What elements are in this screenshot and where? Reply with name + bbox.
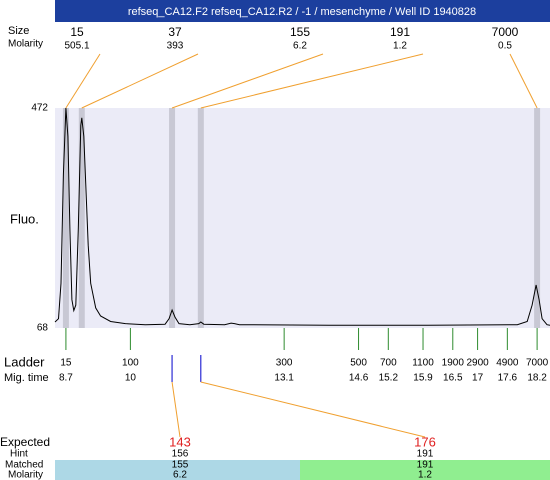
ladder-time: 17.6 xyxy=(498,373,518,384)
peak-connector xyxy=(65,53,101,109)
peak-molarity: 1.2 xyxy=(393,41,407,52)
matched-label: Matched xyxy=(5,460,43,471)
molarity-value: 6.2 xyxy=(173,470,187,480)
ladder-time: 17 xyxy=(472,373,484,384)
expected-label: Expected xyxy=(0,435,50,449)
ladder-label: Ladder xyxy=(4,354,45,369)
ladder-size: 500 xyxy=(350,358,367,369)
peak-molarity: 0.5 xyxy=(498,41,512,52)
expected-value: 143 xyxy=(169,434,191,449)
matched-value: 155 xyxy=(172,460,189,471)
ladder-size: 2900 xyxy=(466,358,489,369)
ladder-size: 15 xyxy=(60,358,72,369)
peak-molarity: 505.1 xyxy=(64,41,89,52)
ladder-size: 4900 xyxy=(496,358,519,369)
y-axis-label: Fluo. xyxy=(10,211,39,226)
peak-band xyxy=(78,108,85,328)
peak-connector xyxy=(200,53,424,109)
y-tick-label: 472 xyxy=(31,103,48,114)
time-label: Mig. time xyxy=(4,372,49,384)
match-band xyxy=(55,460,300,480)
peak-molarity: 393 xyxy=(167,41,184,52)
ladder-time: 15.2 xyxy=(379,373,399,384)
chart-title: refseq_CA12.F2 refseq_CA12.R2 / -1 / mes… xyxy=(128,6,476,18)
ladder-time: 15.9 xyxy=(413,373,433,384)
ladder-size: 700 xyxy=(380,358,397,369)
ladder-time: 8.7 xyxy=(59,373,73,384)
peak-connector xyxy=(171,53,324,109)
peak-connector xyxy=(509,53,538,109)
trace xyxy=(54,107,550,326)
ladder-size: 7000 xyxy=(526,358,549,369)
peak-size: 15 xyxy=(70,25,84,39)
plot-area xyxy=(55,108,550,328)
molarity-label: Molarity xyxy=(8,470,43,480)
ladder-time: 13.1 xyxy=(274,373,294,384)
size-label: Size xyxy=(8,25,29,37)
molarity-value: 1.2 xyxy=(418,470,432,480)
ladder-size: 1100 xyxy=(412,358,434,369)
title-bar xyxy=(55,0,550,22)
peak-size: 191 xyxy=(390,25,410,39)
ladder-time: 10 xyxy=(125,373,137,384)
molarity-label: Molarity xyxy=(8,39,43,50)
matched-value: 191 xyxy=(417,460,434,471)
peak-molarity: 6.2 xyxy=(293,41,307,52)
match-connector xyxy=(200,381,426,438)
ladder-time: 16.5 xyxy=(443,373,463,384)
peak-size: 37 xyxy=(168,25,182,39)
y-tick-label: 68 xyxy=(37,323,49,334)
peak-band xyxy=(197,108,204,328)
peak-size: 7000 xyxy=(492,25,519,39)
ladder-size: 1900 xyxy=(442,358,465,369)
peak-connector xyxy=(81,53,199,109)
ladder-size: 300 xyxy=(276,358,293,369)
peak-band xyxy=(534,108,541,328)
peak-size: 155 xyxy=(290,25,310,39)
hint-label: Hint xyxy=(10,449,28,460)
peak-band xyxy=(62,108,69,328)
match-band xyxy=(300,460,550,480)
hint-value: 191 xyxy=(417,449,434,460)
ladder-size: 100 xyxy=(122,358,139,369)
ladder-time: 18.2 xyxy=(527,373,547,384)
ladder-time: 14.6 xyxy=(349,373,369,384)
match-connector xyxy=(171,381,181,438)
expected-value: 176 xyxy=(414,434,436,449)
peak-band xyxy=(169,108,176,328)
hint-value: 156 xyxy=(172,449,189,460)
